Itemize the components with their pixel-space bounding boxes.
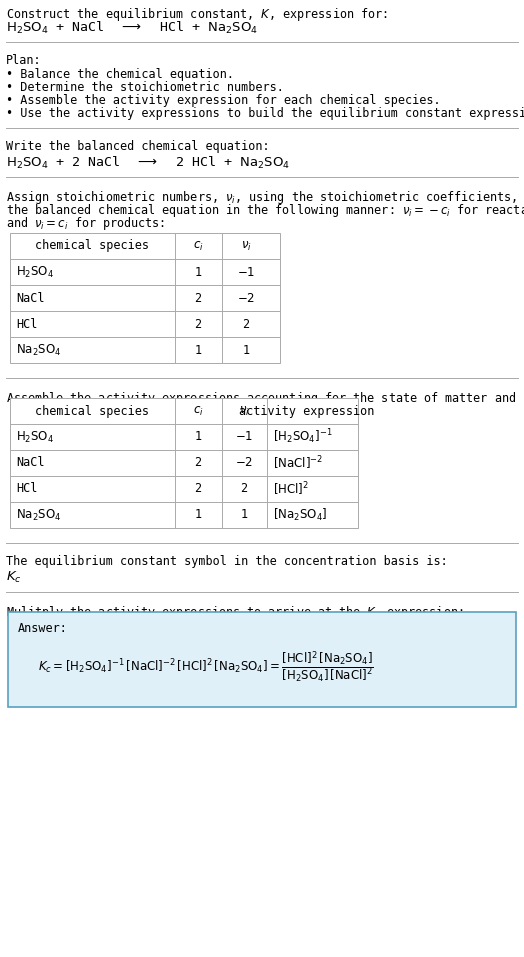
Text: 1: 1 xyxy=(241,508,247,522)
Text: $-2$: $-2$ xyxy=(237,292,255,304)
Bar xyxy=(10,233,280,363)
Text: • Assemble the activity expression for each chemical species.: • Assemble the activity expression for e… xyxy=(6,94,441,107)
Text: • Balance the chemical equation.: • Balance the chemical equation. xyxy=(6,68,234,81)
Text: $\mathrm{Na_2SO_4}$: $\mathrm{Na_2SO_4}$ xyxy=(16,507,61,523)
Text: $\mathrm{H_2SO_4}$: $\mathrm{H_2SO_4}$ xyxy=(16,264,54,279)
Text: $-2$: $-2$ xyxy=(235,456,253,470)
Text: chemical species: chemical species xyxy=(35,405,149,417)
Text: Construct the equilibrium constant, $K$, expression for:: Construct the equilibrium constant, $K$,… xyxy=(6,6,388,23)
Text: 2: 2 xyxy=(194,482,202,496)
Text: $[\mathrm{H_2SO_4}]^{-1}$: $[\mathrm{H_2SO_4}]^{-1}$ xyxy=(273,428,333,446)
Text: $[\mathrm{NaCl}]^{-2}$: $[\mathrm{NaCl}]^{-2}$ xyxy=(273,455,323,472)
Text: $c_i$: $c_i$ xyxy=(193,239,203,253)
Text: $-1$: $-1$ xyxy=(237,265,255,278)
Text: 1: 1 xyxy=(194,344,202,357)
Text: HCl: HCl xyxy=(16,318,37,330)
Text: The equilibrium constant symbol in the concentration basis is:: The equilibrium constant symbol in the c… xyxy=(6,555,447,568)
Text: activity expression: activity expression xyxy=(239,405,375,417)
Text: chemical species: chemical species xyxy=(35,239,149,253)
Text: 2: 2 xyxy=(194,318,202,330)
Text: NaCl: NaCl xyxy=(16,292,45,304)
Text: • Use the activity expressions to build the equilibrium constant expression.: • Use the activity expressions to build … xyxy=(6,107,524,120)
Text: $K_c = [\mathrm{H_2SO_4}]^{-1}\,[\mathrm{NaCl}]^{-2}\,[\mathrm{HCl}]^2\,[\mathrm: $K_c = [\mathrm{H_2SO_4}]^{-1}\,[\mathrm… xyxy=(38,649,374,685)
Text: $[\mathrm{HCl}]^2$: $[\mathrm{HCl}]^2$ xyxy=(273,480,309,498)
Text: 1: 1 xyxy=(194,265,202,278)
Text: HCl: HCl xyxy=(16,482,37,496)
FancyBboxPatch shape xyxy=(8,612,516,707)
Text: $\nu_i$: $\nu_i$ xyxy=(241,239,252,253)
Text: 1: 1 xyxy=(194,431,202,443)
Text: Write the balanced chemical equation:: Write the balanced chemical equation: xyxy=(6,140,270,153)
Text: $-1$: $-1$ xyxy=(235,431,253,443)
Text: $\mathrm{H_2SO_4}$: $\mathrm{H_2SO_4}$ xyxy=(16,430,54,445)
Text: 2: 2 xyxy=(241,482,247,496)
Text: 2: 2 xyxy=(243,318,249,330)
Text: $\mathrm{H_2SO_4}$ + NaCl  $\longrightarrow$  HCl + $\mathrm{Na_2SO_4}$: $\mathrm{H_2SO_4}$ + NaCl $\longrightarr… xyxy=(6,20,258,36)
Text: 1: 1 xyxy=(243,344,249,357)
Text: $\nu_i$: $\nu_i$ xyxy=(238,405,249,417)
Text: NaCl: NaCl xyxy=(16,456,45,470)
Text: and $\nu_i = c_i$ for products:: and $\nu_i = c_i$ for products: xyxy=(6,215,165,232)
Text: 1: 1 xyxy=(194,508,202,522)
Text: Mulitply the activity expressions to arrive at the $K_c$ expression:: Mulitply the activity expressions to arr… xyxy=(6,604,463,621)
Text: Assemble the activity expressions accounting for the state of matter and $\nu_i$: Assemble the activity expressions accoun… xyxy=(6,390,524,407)
Text: Answer:: Answer: xyxy=(18,622,68,635)
Text: Assign stoichiometric numbers, $\nu_i$, using the stoichiometric coefficients, $: Assign stoichiometric numbers, $\nu_i$, … xyxy=(6,189,524,206)
Bar xyxy=(10,398,358,528)
Text: $[\mathrm{Na_2SO_4}]$: $[\mathrm{Na_2SO_4}]$ xyxy=(273,507,328,523)
Text: $c_i$: $c_i$ xyxy=(193,405,203,417)
Text: $\mathrm{H_2SO_4}$ + 2 NaCl  $\longrightarrow$  2 HCl + $\mathrm{Na_2SO_4}$: $\mathrm{H_2SO_4}$ + 2 NaCl $\longrighta… xyxy=(6,155,290,171)
Text: • Determine the stoichiometric numbers.: • Determine the stoichiometric numbers. xyxy=(6,81,284,94)
Text: Plan:: Plan: xyxy=(6,54,41,67)
Text: 2: 2 xyxy=(194,456,202,470)
Text: $K_c$: $K_c$ xyxy=(6,570,21,585)
Text: $\mathrm{Na_2SO_4}$: $\mathrm{Na_2SO_4}$ xyxy=(16,343,61,358)
Text: the balanced chemical equation in the following manner: $\nu_i = -c_i$ for react: the balanced chemical equation in the fo… xyxy=(6,202,524,219)
Text: 2: 2 xyxy=(194,292,202,304)
